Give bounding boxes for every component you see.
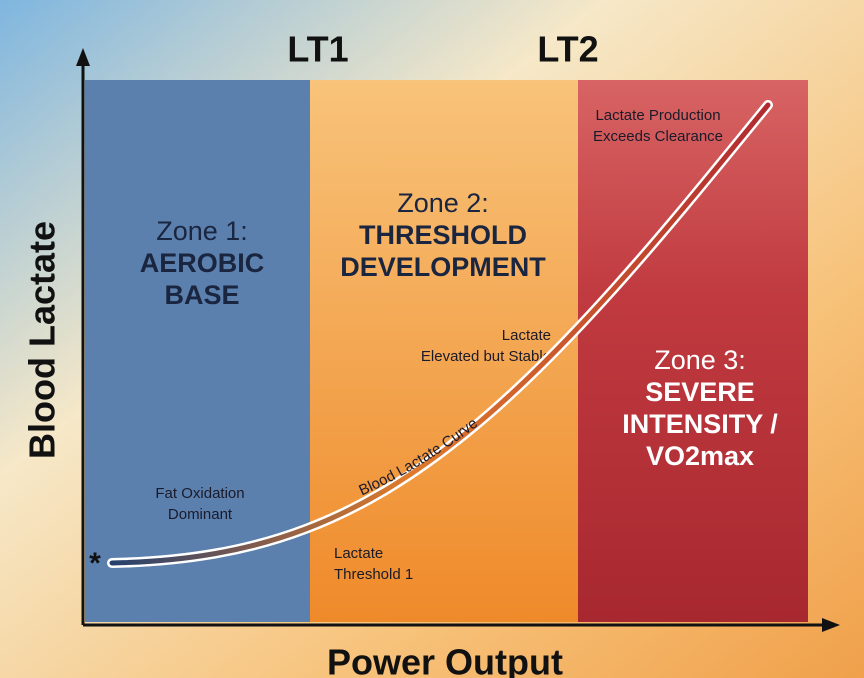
x-axis-label: Power Output xyxy=(327,642,563,678)
lt1-label: LT1 xyxy=(287,29,348,70)
threshold-note: Lactate xyxy=(334,545,383,562)
zone-name: THRESHOLD xyxy=(359,220,527,250)
zone-note: Fat Oxidation xyxy=(155,485,244,502)
lt2-label: LT2 xyxy=(537,29,598,70)
zone-name: AEROBIC xyxy=(140,248,265,278)
zone-1 xyxy=(85,80,310,622)
start-marker: * xyxy=(89,547,101,580)
threshold-note: Threshold 1 xyxy=(334,566,413,583)
zone-note: Lactate Production xyxy=(595,107,720,124)
zone-note: Elevated but Stable xyxy=(421,348,551,365)
zone-name: BASE xyxy=(164,280,239,310)
y-arrow xyxy=(76,48,90,66)
zone-title: Zone 1: xyxy=(156,216,248,246)
zone-note: Dominant xyxy=(168,506,233,523)
zone-name: DEVELOPMENT xyxy=(340,252,546,282)
zone-title: Zone 2: xyxy=(397,188,489,218)
zone-title: Zone 3: xyxy=(654,345,746,375)
zone-name: VO2max xyxy=(646,441,754,471)
zone-name: SEVERE xyxy=(645,377,755,407)
zone-name: INTENSITY / xyxy=(622,409,778,439)
zone-note: Exceeds Clearance xyxy=(593,128,723,145)
zone-3 xyxy=(578,80,808,622)
y-axis-label: Blood Lactate xyxy=(22,221,63,459)
x-arrow xyxy=(822,618,840,632)
zone-2 xyxy=(310,80,578,622)
zone-note: Lactate xyxy=(502,327,551,344)
